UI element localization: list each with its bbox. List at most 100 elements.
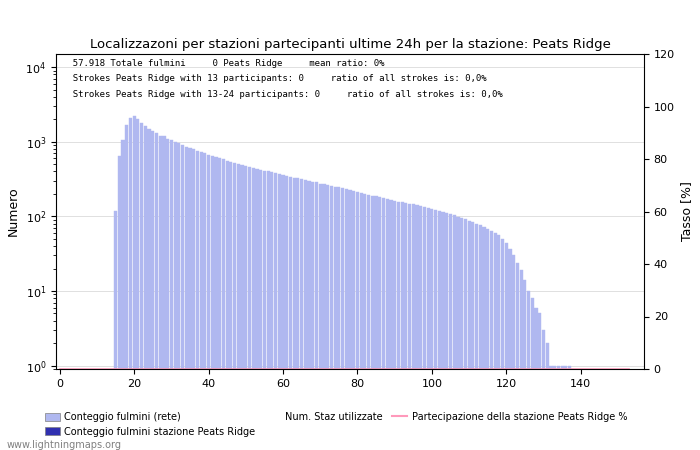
Bar [344, 189, 348, 450]
Bar [110, 377, 113, 450]
Bar [512, 256, 515, 450]
Bar [453, 216, 456, 450]
Bar [505, 243, 508, 450]
Bar [412, 204, 415, 450]
Bar [408, 204, 411, 450]
Bar [501, 239, 504, 450]
Bar [609, 377, 612, 450]
Bar [256, 169, 258, 450]
Bar [125, 125, 128, 450]
Bar [203, 153, 206, 450]
Bar [601, 377, 605, 450]
Bar [293, 178, 296, 450]
Bar [326, 185, 329, 450]
Bar [442, 212, 444, 450]
Bar [181, 145, 184, 450]
Bar [561, 365, 564, 450]
Bar [174, 142, 176, 450]
Bar [356, 192, 359, 450]
Bar [612, 377, 616, 450]
Bar [550, 365, 552, 450]
Bar [494, 233, 497, 450]
Bar [278, 174, 281, 450]
Bar [196, 151, 199, 450]
Bar [486, 229, 489, 450]
Bar [244, 166, 247, 450]
Bar [386, 199, 389, 450]
Bar [423, 207, 426, 450]
Bar [583, 377, 586, 450]
Bar [281, 175, 285, 450]
Bar [568, 365, 571, 450]
Bar [144, 126, 147, 450]
Bar [259, 170, 262, 450]
Bar [434, 210, 438, 450]
Bar [166, 139, 169, 450]
Bar [419, 206, 422, 450]
Bar [620, 377, 623, 450]
Bar [148, 129, 150, 450]
Bar [159, 136, 162, 450]
Bar [546, 343, 549, 450]
Bar [341, 188, 344, 450]
Bar [475, 224, 478, 450]
Bar [80, 377, 83, 450]
Bar [162, 136, 165, 450]
Bar [587, 377, 590, 450]
Bar [519, 270, 523, 450]
Bar [382, 198, 385, 450]
Bar [118, 156, 121, 450]
Bar [199, 152, 203, 450]
Bar [438, 211, 441, 450]
Bar [140, 123, 143, 450]
Bar [360, 193, 363, 450]
Bar [315, 182, 318, 450]
Bar [330, 186, 333, 450]
Bar [177, 144, 181, 450]
Bar [449, 214, 452, 450]
Bar [188, 148, 192, 450]
Bar [77, 377, 80, 450]
Bar [285, 176, 288, 450]
Bar [371, 196, 374, 450]
Bar [225, 161, 229, 450]
Bar [508, 248, 512, 450]
Bar [262, 171, 266, 450]
Bar [274, 173, 277, 450]
Bar [84, 377, 88, 450]
Bar [460, 218, 463, 450]
Bar [579, 377, 582, 450]
Bar [464, 220, 467, 450]
Bar [318, 184, 322, 450]
Bar [497, 235, 500, 450]
Bar [426, 208, 430, 450]
Bar [606, 377, 608, 450]
Bar [479, 225, 482, 450]
Bar [222, 159, 225, 450]
Y-axis label: Tasso [%]: Tasso [%] [680, 181, 694, 242]
Bar [92, 377, 94, 450]
Text: 57.918 Totale fulmini     0 Peats Ridge     mean ratio: 0%: 57.918 Totale fulmini 0 Peats Ridge mean… [62, 59, 384, 68]
Text: Strokes Peats Ridge with 13 participants: 0     ratio of all strokes is: 0,0%: Strokes Peats Ridge with 13 participants… [62, 75, 486, 84]
Text: Strokes Peats Ridge with 13-24 participants: 0     ratio of all strokes is: 0,0%: Strokes Peats Ridge with 13-24 participa… [62, 90, 503, 99]
Bar [121, 140, 125, 450]
Bar [58, 377, 62, 450]
Bar [397, 202, 400, 450]
Bar [367, 195, 370, 450]
Bar [538, 314, 541, 450]
Bar [542, 330, 545, 450]
Bar [296, 178, 300, 450]
Bar [106, 377, 110, 450]
Bar [594, 377, 597, 450]
Bar [307, 181, 311, 450]
Bar [252, 167, 255, 450]
Bar [155, 133, 158, 450]
Bar [415, 205, 419, 450]
Bar [363, 194, 367, 450]
Bar [468, 221, 470, 450]
Bar [214, 157, 218, 450]
Bar [241, 165, 244, 450]
Bar [482, 227, 486, 450]
Bar [248, 167, 251, 450]
Title: Localizzazoni per stazioni partecipanti ultime 24h per la stazione: Peats Ridge: Localizzazoni per stazioni partecipanti … [90, 38, 610, 51]
